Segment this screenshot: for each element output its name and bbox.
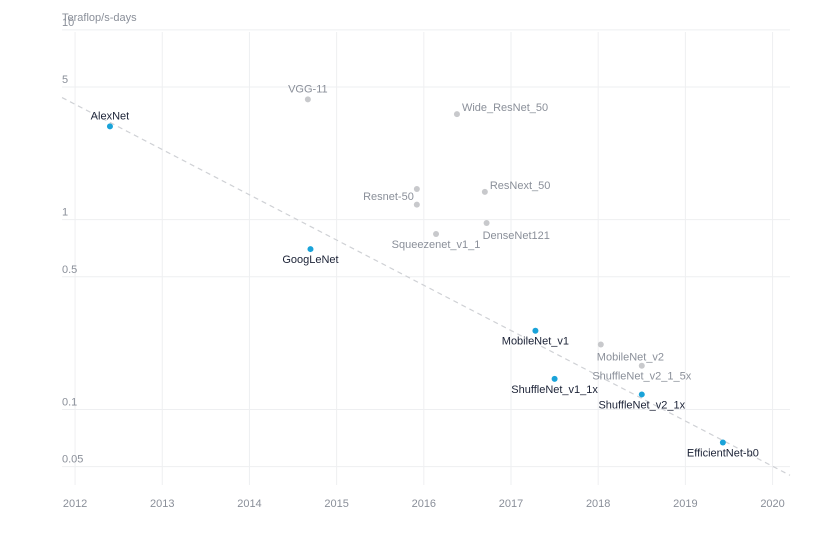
point-shufflenet-v1-1x [551,375,558,382]
point-label-shufflenet-v2-1x: ShuffleNet_v2_1x [598,399,685,411]
x-tick-label: 2015 [324,498,348,510]
trend-line-group [61,96,791,476]
point-wide-resnet-50 [453,111,460,118]
x-tick-label: 2019 [673,498,697,510]
data-points: AlexNet GoogLeNet MobileNet_v1 ShuffleNet_v… [91,83,759,459]
point-label-resnet-50: Resnet-50 [363,191,414,203]
point-label-alexnet: AlexNet [91,110,130,122]
point-googlenet [307,246,314,253]
point-label-efficientnet-b0: EfficientNet-b0 [687,447,759,459]
point-resnet-50 [413,186,420,193]
y-tick-label: 1 [62,207,68,219]
x-tick-label: 2012 [63,498,87,510]
point-label-shufflenet-v1-1x: ShuffleNet_v1_1x [511,384,598,396]
x-tick-label: 2013 [150,498,174,510]
point-label-wide-resnet-50: Wide_ResNet_50 [462,102,548,114]
point-shufflenet-v2-1-5x [638,362,645,369]
point-label-googlenet: GoogLeNet [282,254,338,266]
point-mobilenet-v2 [597,341,604,348]
x-tick-label: 2020 [760,498,784,510]
point-efficientnet-b0 [719,439,726,446]
x-tick-label: 2014 [237,498,261,510]
point-label-resnext-50: ResNext_50 [490,180,551,192]
point-resnext-50 [481,188,488,195]
grid-lines [62,29,790,485]
point-densenet121 [483,220,490,227]
point-label-shufflenet-v2-1-5x: ShuffleNet_v2_1_5x [592,371,691,383]
point-label-squeezenet-v1-1: Squeezenet_v1_1 [392,239,481,251]
point-label-densenet121: DenseNet121 [483,230,550,242]
point-shufflenet-v2-1x [638,391,645,398]
trend-line [61,96,791,476]
x-tick-label: 2017 [499,498,523,510]
y-tick-label: 0.05 [62,454,83,466]
point-label-mobilenet-v2: MobileNet_v2 [597,351,664,363]
x-tick-label: 2018 [586,498,610,510]
point-alexnet [106,123,113,130]
x-axis-ticks: 2012 2013 2014 2015 2016 2017 2018 2019 2020 [63,498,785,510]
y-axis-label: Teraflop/s-days [62,12,137,24]
point-squeezenet-v1-1 [433,231,440,238]
y-tick-label: 0.5 [62,264,77,276]
point-vgg-11 [304,96,311,103]
point-unlabeled [413,201,420,208]
point-label-mobilenet-v1: MobileNet_v1 [502,336,569,348]
y-tick-label: 5 [62,74,68,86]
x-tick-label: 2016 [412,498,436,510]
y-tick-label: 10 [62,17,74,29]
y-axis-ticks: 10 5 1 0.5 0.1 0.05 [62,17,83,466]
y-tick-label: 0.1 [62,396,77,408]
point-label-vgg-11: VGG-11 [288,83,328,95]
point-mobilenet-v1 [532,327,539,334]
